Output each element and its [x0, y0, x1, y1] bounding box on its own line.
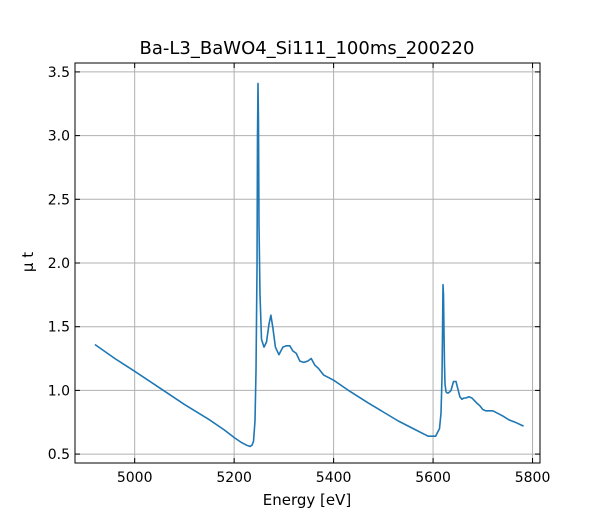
- x-tick-label: 5200: [216, 470, 252, 486]
- y-tick-label: 2.5: [48, 192, 70, 208]
- y-tick-label: 3.0: [48, 129, 70, 145]
- y-axis-label: μ t: [19, 252, 37, 272]
- x-tick-label: 5800: [515, 470, 551, 486]
- grid: [75, 63, 540, 463]
- y-tick-label: 1.0: [48, 383, 70, 399]
- y-tick-label: 3.5: [48, 65, 70, 81]
- y-tick-label: 0.5: [48, 447, 70, 463]
- y-tick-label: 1.5: [48, 320, 70, 336]
- x-axis-label: Energy [eV]: [263, 491, 351, 509]
- series-line: [94, 82, 524, 448]
- x-tick-label: 5600: [415, 470, 451, 486]
- x-tick-label: 5400: [316, 470, 352, 486]
- x-tick-label: 5000: [117, 470, 153, 486]
- y-tick-label: 2.0: [48, 256, 70, 272]
- x-axis-ticks: 5000 5200 5400 5600 5800: [117, 63, 551, 486]
- series-layer: [94, 82, 524, 448]
- y-axis-ticks: 0.5 1.0 1.5 2.0 2.5 3.0 3.5: [48, 65, 540, 463]
- chart-title: Ba-L3_BaWO4_Si111_100ms_200220: [140, 38, 475, 59]
